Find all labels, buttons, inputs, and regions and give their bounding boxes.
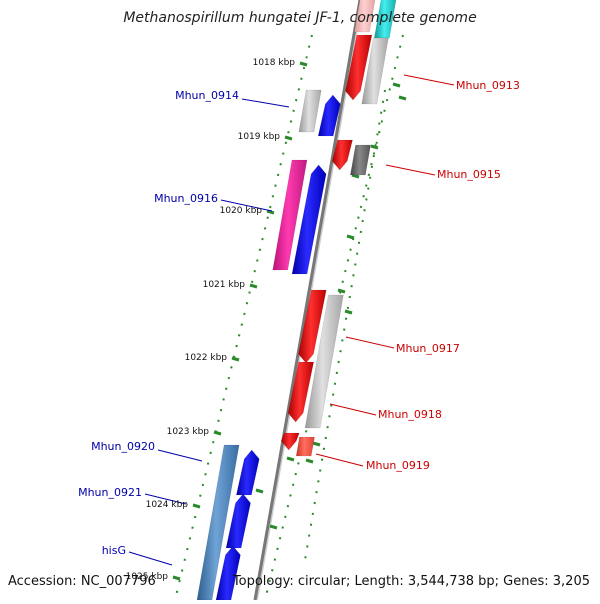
tick-1022-mark <box>231 356 240 362</box>
tick-1019-mark <box>284 135 293 141</box>
dotted-guide-3 <box>304 89 386 561</box>
gene-label-mhun-0915: Mhun_0915 <box>437 168 501 181</box>
dotted-guide-2 <box>264 34 404 601</box>
leader-line-mhun-0915 <box>385 164 436 176</box>
gene-mhun-0920-blue <box>236 449 260 496</box>
leader-line-mhun-0914 <box>241 98 290 108</box>
tick-1025-mark <box>172 575 181 581</box>
map-title: Methanospirillum hungatei JF-1, complete… <box>123 10 477 26</box>
gene-mhun-0913-gray <box>361 37 389 105</box>
map-labels: 1018 kbp 1019 kbp 1020 kbp 1021 kbp 1022 kbp… <box>78 58 520 582</box>
gene-mhun-0919-red <box>280 432 300 451</box>
gene-mhun-0915-dark <box>350 144 371 176</box>
tick-1023-mark <box>213 430 222 436</box>
gene-mhun-0917-red <box>298 289 327 364</box>
track-dash-9 <box>305 458 314 464</box>
tick-1020-label: 1020 kbp <box>220 206 263 216</box>
track-dash-1 <box>392 82 401 88</box>
tick-1021-mark <box>249 283 258 289</box>
track-dash-10 <box>286 456 295 462</box>
gene-mhun-0913-red <box>345 34 373 101</box>
leader-line-mhun-0921 <box>144 493 187 505</box>
track-dash-7 <box>344 309 353 315</box>
track-dash-3 <box>370 144 379 150</box>
gene-label-mhun-0917: Mhun_0917 <box>396 342 460 355</box>
track-dash-4 <box>351 173 360 179</box>
gene-label-mhun-0920: Mhun_0920 <box>91 440 155 453</box>
track-dash-6 <box>337 288 346 294</box>
gene-label-mhun-0914: Mhun_0914 <box>175 89 239 102</box>
gene-label-hisg: hisG <box>102 544 126 557</box>
gene-mhun-0921-blue <box>225 493 251 549</box>
track-dash-12 <box>255 488 264 494</box>
leader-line-mhun-0913 <box>403 74 455 86</box>
track-dash-11 <box>269 524 278 530</box>
tick-1024-mark <box>192 503 201 509</box>
gene-mhun-0914-gray <box>298 89 322 133</box>
gene-mhun-0914-blue <box>317 94 341 137</box>
tick-1021-label: 1021 kbp <box>203 280 246 290</box>
tick-1018-label: 1018 kbp <box>253 58 296 68</box>
tick-1022-label: 1022 kbp <box>185 353 228 363</box>
gene-label-mhun-0921: Mhun_0921 <box>78 486 142 499</box>
track-dash-8 <box>312 441 321 447</box>
gene-label-mhun-0918: Mhun_0918 <box>378 408 442 421</box>
tick-1023-label: 1023 kbp <box>167 427 210 437</box>
tick-1024-label: 1024 kbp <box>146 500 189 510</box>
gene-mhun-0913-b <box>373 0 397 39</box>
gene-label-mhun-0919: Mhun_0919 <box>366 459 430 472</box>
tick-marks <box>172 61 407 581</box>
gene-mhun-0913-a <box>354 0 376 33</box>
gene-label-mhun-0913: Mhun_0913 <box>456 79 520 92</box>
tick-1019-label: 1019 kbp <box>238 132 281 142</box>
leader-line-hisg <box>128 551 173 566</box>
gene-features <box>196 0 397 601</box>
leader-line-mhun-0917 <box>345 336 395 349</box>
leader-line-mhun-0920 <box>157 449 203 462</box>
gene-mhun-0917-gray <box>304 294 344 429</box>
track-dash-2 <box>398 95 407 101</box>
leader-line-mhun-0919 <box>315 453 364 467</box>
label-leader-lines <box>128 74 455 566</box>
leader-line-mhun-0918 <box>329 403 377 416</box>
gene-mhun-0918-red <box>287 361 315 423</box>
backbone-line <box>253 0 362 601</box>
tick-1025-label: 1025 kbp <box>126 572 169 582</box>
tick-1020-mark <box>266 209 275 215</box>
dotted-guides <box>174 34 404 601</box>
track-dash-5 <box>346 234 355 240</box>
gene-mhun-0916-blue <box>291 164 327 275</box>
leader-line-mhun-0916 <box>220 199 273 212</box>
accession-label: Accession: NC_007796 <box>8 574 156 589</box>
genome-info-label: Topology: circular; Length: 3,544,738 bp… <box>232 574 590 589</box>
gene-mhun-0916-pink <box>272 159 308 271</box>
gene-mhun-0915-red <box>331 139 353 171</box>
tick-1018-mark <box>299 61 308 67</box>
gene-label-mhun-0916: Mhun_0916 <box>154 192 218 205</box>
gene-mhun-0919-salmon <box>295 436 315 457</box>
